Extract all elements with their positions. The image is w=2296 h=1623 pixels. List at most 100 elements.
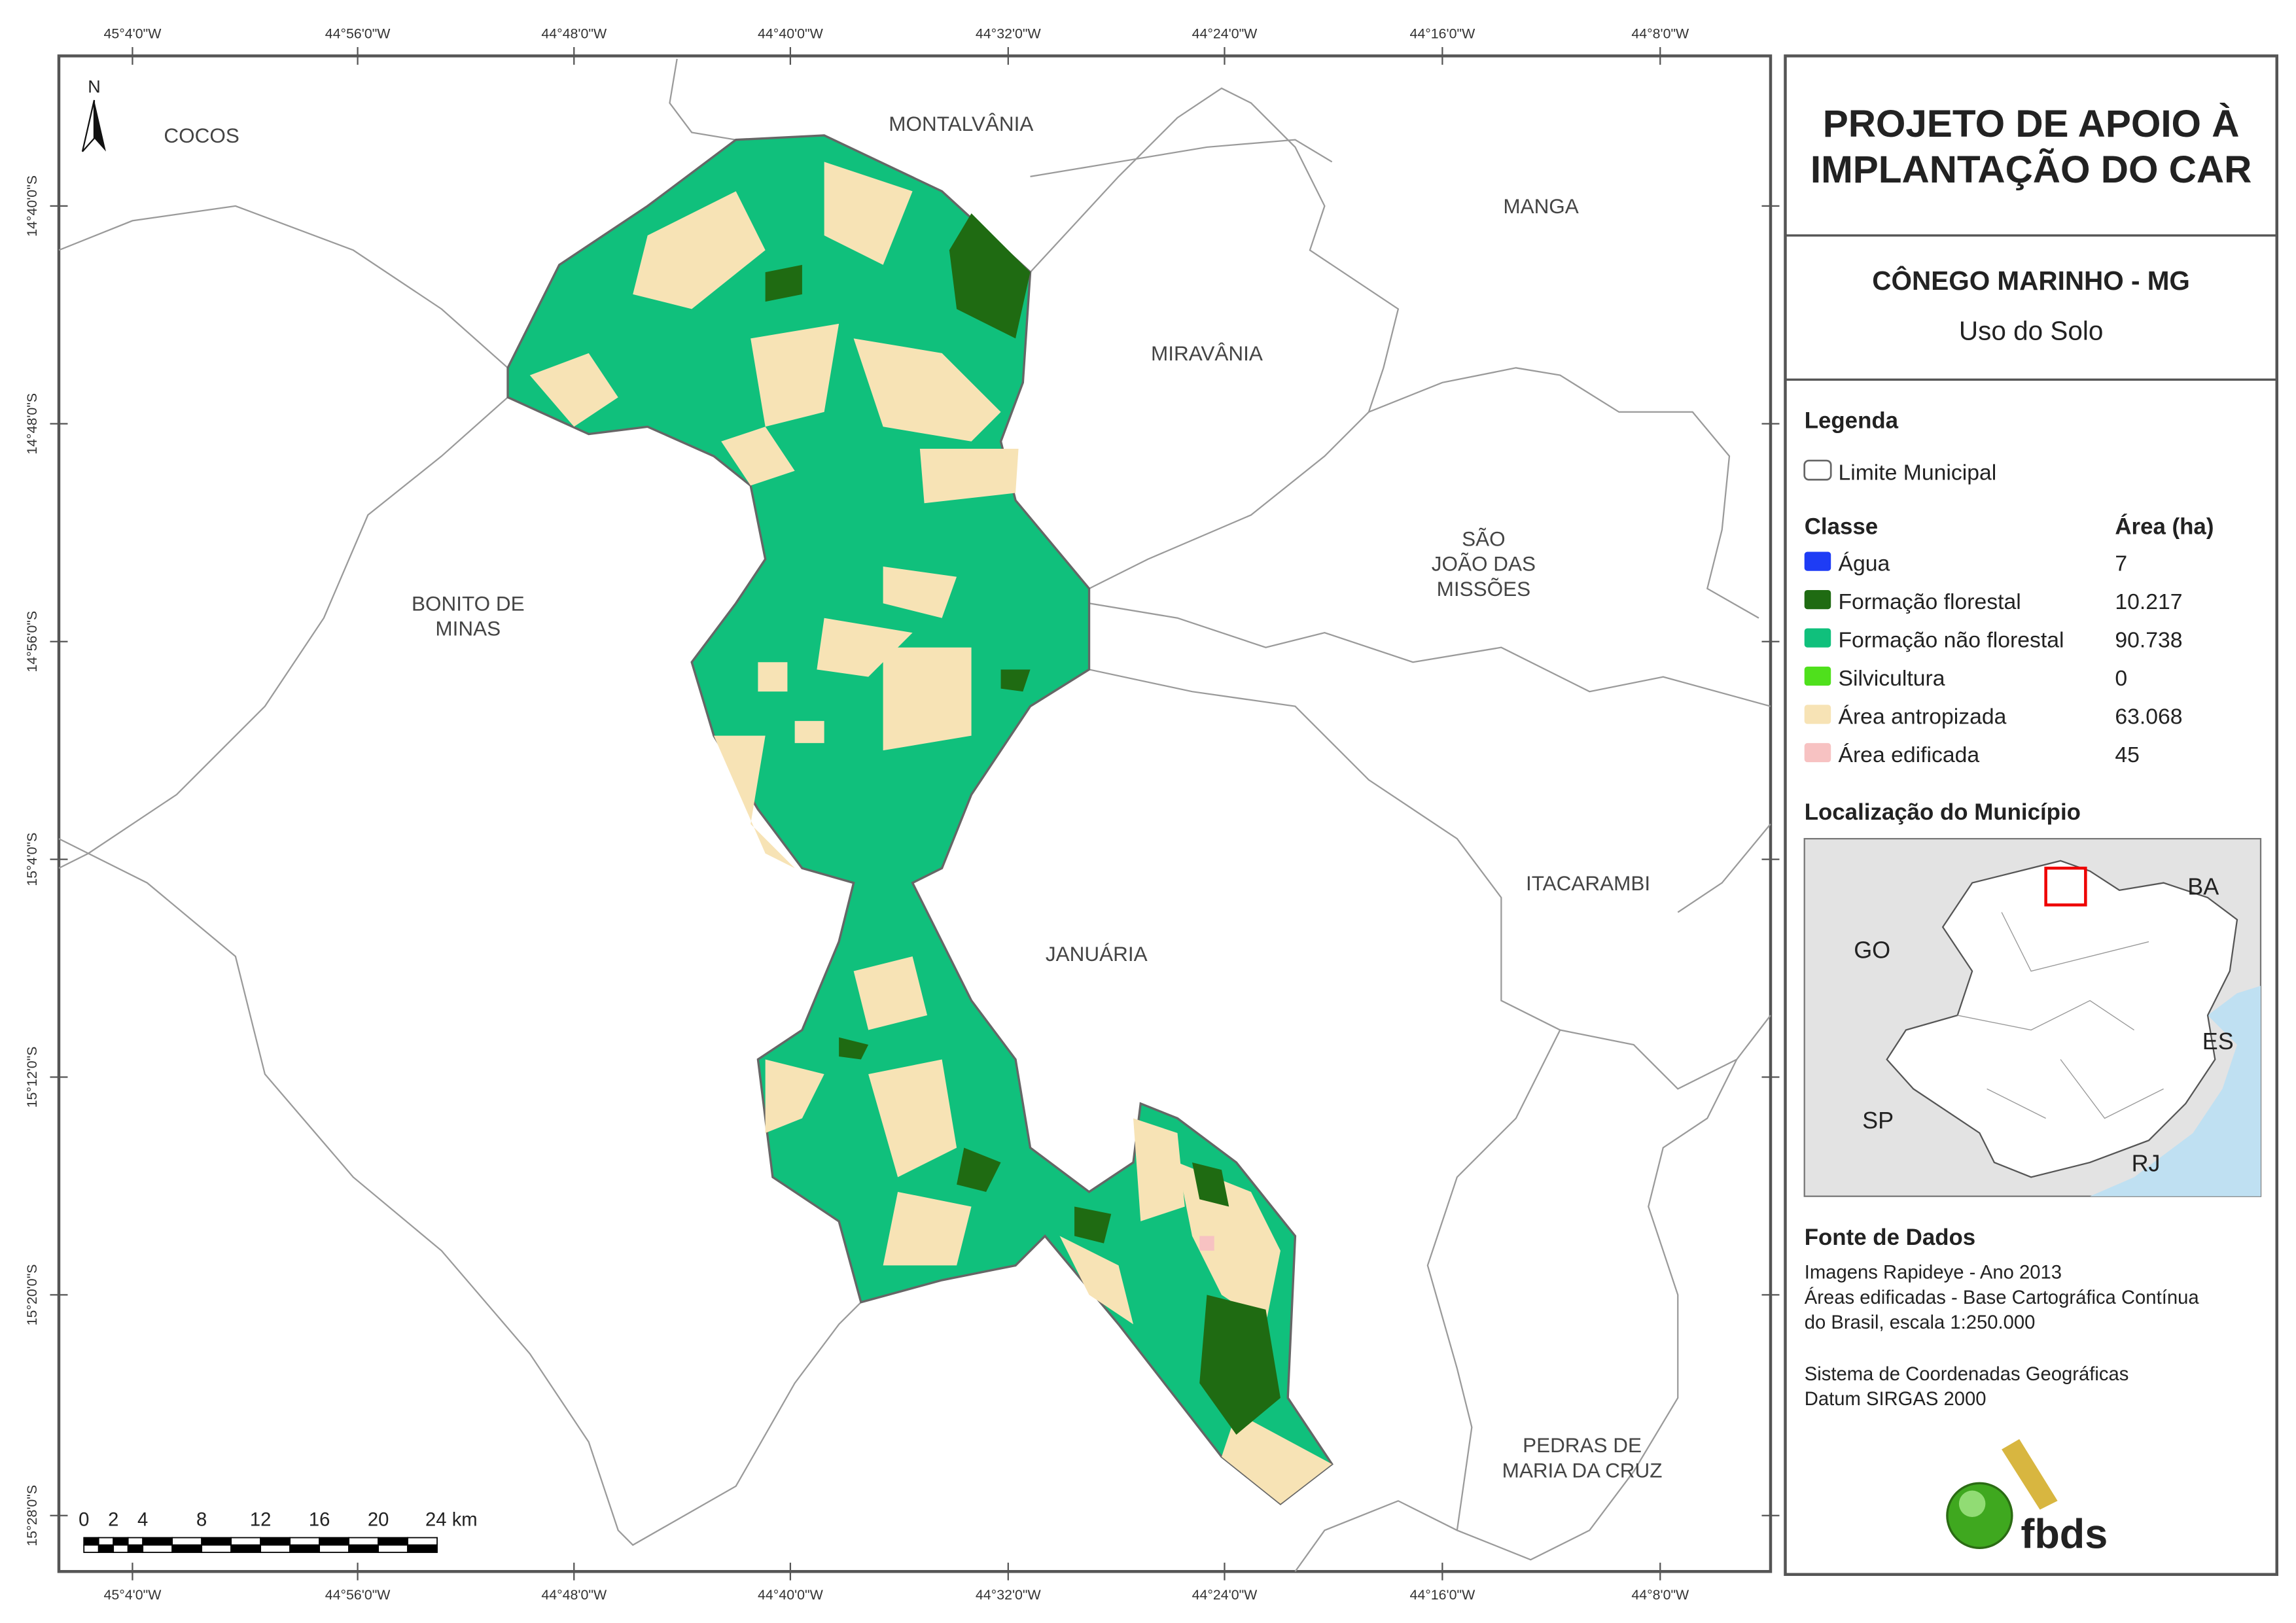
source-line: do Brasil, escala 1:250.000 [1805, 1312, 2036, 1333]
source-line: Imagens Rapideye - Ano 2013 [1805, 1263, 2062, 1283]
area-header: Área (ha) [2115, 514, 2214, 540]
land-use-patch [1199, 1236, 1214, 1251]
land-use-patch [1177, 1162, 1280, 1325]
land-use-patch [868, 1059, 957, 1178]
land-use-patch [1133, 1118, 1185, 1221]
scale-segment [83, 1544, 99, 1553]
lat-label: 15°12'0"S [24, 1047, 40, 1108]
scale-segment [127, 1544, 144, 1553]
land-use-patch [633, 191, 766, 309]
logo-highlight [1958, 1490, 1986, 1518]
lat-label: 15°20'0"S [24, 1264, 40, 1325]
lon-label: 45°4'0"W [103, 26, 162, 41]
lon-label: 44°8'0"W [1631, 26, 1689, 41]
lon-label: 44°32'0"W [976, 1587, 1042, 1603]
locator-box [2044, 866, 2087, 907]
boundary [58, 205, 508, 369]
municipality-land-use [506, 134, 1333, 1505]
land-use-patch [794, 721, 824, 743]
lon-label: 44°40'0"W [758, 1587, 824, 1603]
logo: fbds [1946, 1439, 2108, 1557]
land-use-patch [529, 353, 618, 427]
land-use-patch [751, 323, 839, 427]
lon-label: 44°56'0"W [325, 1587, 391, 1603]
scale-bar: 0 2 4 8 12 16 20 24 km [79, 1510, 478, 1553]
place-name: COCOS [164, 124, 239, 147]
land-use-patch [883, 566, 957, 618]
land-use-patch [949, 213, 1031, 339]
legend-title: Legenda [1805, 408, 1899, 434]
land-use-patch [883, 1191, 972, 1266]
place-name: MIRAVÂNIA [1151, 341, 1263, 365]
scale-segment [319, 1544, 349, 1553]
lat-label: 14°48'0"S [24, 393, 40, 455]
crs-line: Sistema de Coordenadas Geográficas [1805, 1364, 2129, 1385]
scale-segment [142, 1544, 173, 1553]
legend-swatch [1804, 742, 1831, 763]
boundary [1029, 87, 1759, 619]
lon-label: 44°8'0"W [1631, 1587, 1689, 1603]
boundary [1089, 669, 1771, 1090]
land-use-patch [824, 162, 913, 265]
lon-label: 44°32'0"W [976, 26, 1042, 41]
logo-bar [2002, 1439, 2058, 1510]
legend-class: Área antropizada [1838, 705, 2006, 729]
lat-label: 14°56'0"S [24, 611, 40, 672]
place-name: MISSÕES [1437, 577, 1530, 601]
land-use-patches [529, 162, 1332, 1504]
place-name: ITACARAMBI [1526, 871, 1650, 895]
lon-label: 44°16'0"W [1409, 1587, 1475, 1603]
boundary [1677, 823, 1771, 913]
lon-label: 45°4'0"W [103, 1587, 162, 1603]
crs-line: Datum SIRGAS 2000 [1805, 1389, 1987, 1410]
land-use-patch [1192, 1162, 1229, 1207]
sea [2090, 986, 2261, 1196]
land-use-patch [853, 338, 1001, 442]
class-header: Classe [1805, 514, 1878, 540]
boundary-swatch [1803, 459, 1832, 481]
land-use-patch [1059, 1236, 1134, 1325]
land-use-patch [883, 647, 972, 751]
legend-swatch [1804, 589, 1831, 610]
state-label: GO [1854, 936, 1890, 963]
land-use-patch [1000, 669, 1031, 692]
municipal-boundaries [58, 58, 1771, 1572]
place-name: JANUÁRIA [1046, 942, 1148, 966]
scale-label: 8 [196, 1510, 207, 1531]
land-use-patch [758, 662, 788, 692]
place-name: MARIA DA CRUZ [1502, 1458, 1663, 1482]
scale-segment [230, 1537, 262, 1546]
scale-segment [201, 1537, 232, 1546]
legend-swatch [1804, 628, 1831, 648]
state-label: BA [2187, 873, 2219, 900]
legend-area: 45 [2115, 742, 2140, 767]
logo-text: fbds [2021, 1511, 2108, 1557]
boundary [1030, 139, 1333, 178]
north-arrow-right [94, 99, 106, 152]
inset-municipalities [1957, 912, 2164, 1119]
scale-segment [201, 1544, 232, 1553]
source-line: Áreas edificadas - Base Cartográfica Con… [1805, 1287, 2200, 1308]
lat-label: 15°4'0"S [24, 833, 40, 886]
scale-segment [83, 1537, 99, 1546]
north-arrow: N [81, 77, 106, 152]
legend-class: Formação não florestal [1838, 628, 2064, 653]
scale-segment [289, 1537, 321, 1546]
boundary-label: Limite Municipal [1838, 460, 1996, 485]
legend-swatch [1804, 551, 1831, 571]
scale-segment [127, 1537, 144, 1546]
legend-area: 90.738 [2115, 628, 2182, 653]
location-title: Localização do Município [1805, 799, 2081, 825]
land-use-patch [839, 1037, 869, 1060]
land-use-patch [1221, 1412, 1332, 1504]
place-name: JOÃO DAS [1432, 552, 1536, 576]
north-label: N [88, 77, 101, 97]
lat-label: 14°40'0"S [24, 175, 40, 237]
lon-label: 44°16'0"W [1409, 26, 1475, 41]
legend-area: 7 [2115, 551, 2127, 576]
land-use-patch [765, 1059, 824, 1133]
scale-label: 12 [250, 1510, 272, 1531]
